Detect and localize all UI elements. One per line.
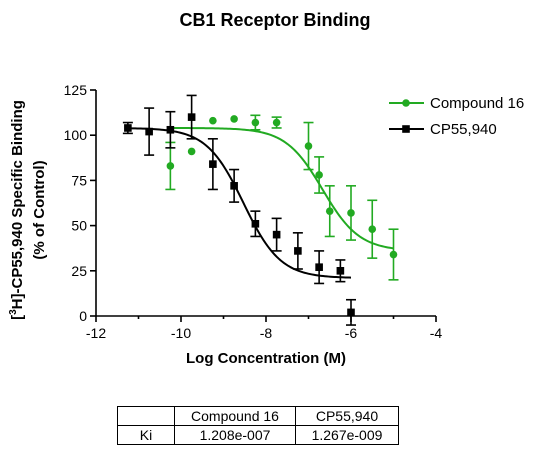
data-point: [209, 116, 217, 125]
ki-table-corner: [117, 406, 175, 426]
ki-table-header-row: Compound 16 CP55,940: [117, 406, 399, 426]
chart: CB1 Receptor Binding [3H]-CP55,940 Speci…: [8, 10, 524, 367]
error-bars: [122, 94, 399, 326]
ki-value-compound16: 1.208e-007: [174, 425, 296, 445]
data-point: [124, 124, 132, 132]
chart-title: CB1 Receptor Binding: [179, 10, 370, 30]
ki-table: Compound 16 CP55,940 Ki 1.208e-007 1.267…: [117, 406, 399, 445]
x-axis-label: Log Concentration (M): [186, 350, 346, 367]
axes: 0 25 50 75 100 125 -12 -10 -8 -6 -4: [64, 82, 443, 341]
data-point: [251, 118, 260, 127]
data-point: [230, 115, 238, 123]
y-tick-label: 0: [79, 308, 87, 324]
y-axis-label-suffix: H]-CP55,940 Specific Binding: [9, 100, 26, 309]
x-tick-label: -6: [345, 325, 358, 341]
data-point: [187, 113, 196, 121]
x-tick-label: -4: [430, 325, 443, 341]
fit-curve: [170, 127, 394, 250]
y-axis-label-prefix: [: [9, 315, 26, 320]
ki-value-cp55940: 1.267e-009: [295, 425, 399, 445]
x-tick-label: -12: [86, 325, 106, 341]
ki-table-row: Ki 1.208e-007 1.267e-009: [117, 425, 399, 445]
legend-entry: Compound 16: [430, 95, 524, 112]
ki-table-header-compound16: Compound 16: [174, 406, 296, 426]
y-axis-label: [3H]-CP55,940 Specific Binding: [8, 100, 26, 320]
legend: Compound 16 CP55,940: [389, 95, 524, 138]
y-tick-label: 25: [71, 263, 87, 279]
legend-marker: [402, 99, 410, 107]
y-axis-label-line2: (% of Control): [31, 160, 48, 259]
x-tick-label: -10: [171, 325, 191, 341]
data-markers: [124, 113, 398, 317]
y-tick-label: 125: [64, 82, 88, 98]
data-point: [187, 147, 196, 156]
fit-curves: [127, 127, 394, 279]
svg-text:[3H]-CP55,940 Specific Binding: [3H]-CP55,940 Specific Binding: [8, 100, 26, 320]
data-point: [294, 247, 302, 255]
data-point: [209, 160, 217, 168]
legend-entry: CP55,940: [430, 121, 497, 138]
data-point: [368, 225, 377, 234]
y-tick-label: 75: [71, 172, 87, 188]
y-axis-label-superscript: 3: [8, 309, 19, 315]
data-point: [251, 219, 260, 228]
ki-table-row-label: Ki: [117, 425, 175, 445]
data-point: [336, 267, 345, 275]
fit-curve: [127, 127, 352, 279]
data-point: [166, 162, 175, 170]
data-point: [347, 308, 355, 317]
data-point: [325, 207, 334, 215]
data-point: [272, 118, 281, 127]
data-point: [304, 142, 313, 150]
legend-marker: [402, 125, 410, 133]
data-point: [145, 127, 153, 136]
data-point: [315, 171, 323, 179]
data-point: [166, 125, 175, 134]
data-point: [347, 209, 355, 217]
y-tick-label: 50: [71, 218, 87, 234]
data-point: [230, 182, 238, 190]
x-tick-label: -8: [260, 325, 273, 341]
data-point: [315, 263, 323, 271]
data-point: [389, 250, 398, 259]
ki-table-header-cp55940: CP55,940: [295, 406, 399, 426]
y-tick-label: 100: [64, 127, 88, 143]
data-point: [272, 230, 281, 239]
